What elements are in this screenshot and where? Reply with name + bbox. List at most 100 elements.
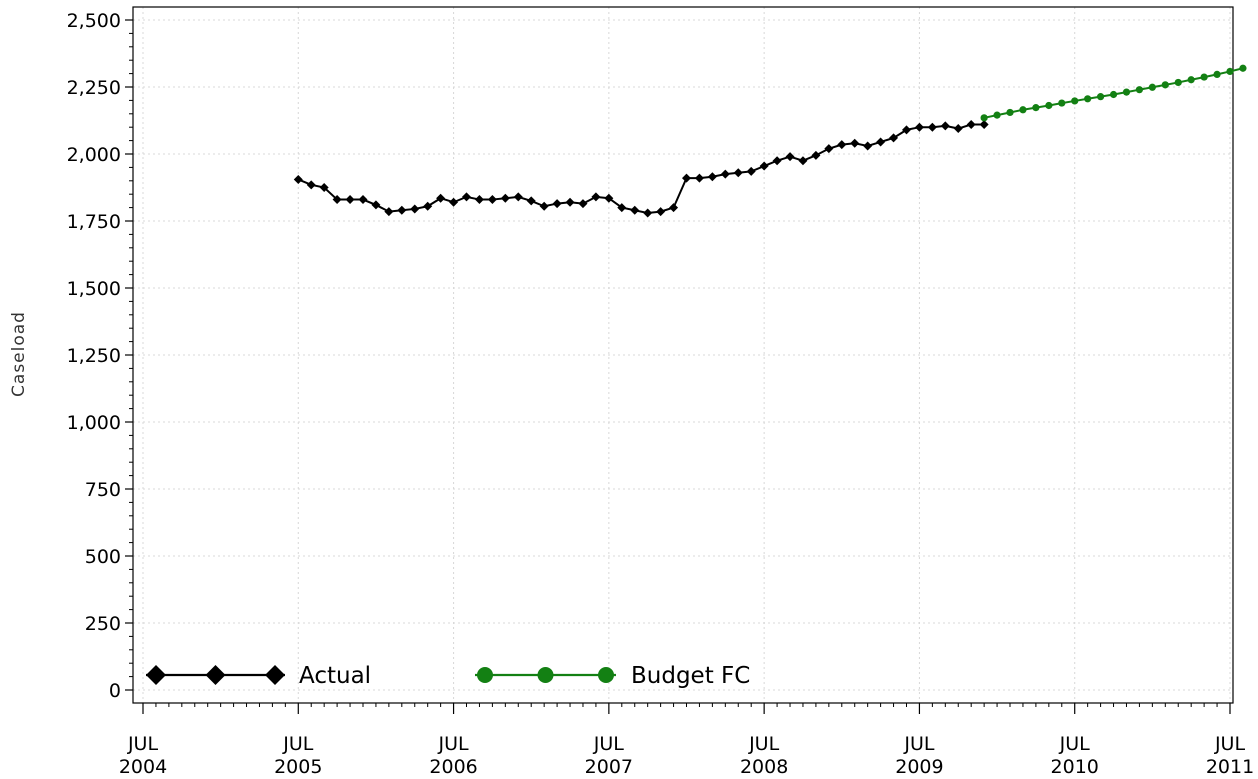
data-point [1187,76,1195,84]
data-point [1045,101,1053,110]
x-tick-year: 2011 [1206,756,1254,778]
data-point [591,192,601,202]
data-point [436,193,446,203]
data-point [733,168,743,178]
x-tick-month: JUL [438,733,470,755]
data-point [423,201,433,211]
data-point [746,166,756,176]
data-point [1174,78,1182,87]
y-axis-label: Caseload [9,311,29,397]
data-point [1058,99,1066,107]
data-point [1084,95,1092,103]
y-tick-label: 2,250 [67,77,121,99]
data-point [1226,67,1234,76]
y-tick-label: 1,750 [67,211,121,233]
data-point [552,199,562,209]
data-point [397,205,407,215]
y-tick-label: 2,500 [67,10,121,32]
y-tick-label: 250 [85,613,121,635]
data-point [889,133,899,143]
y-tick-label: 1,250 [67,345,121,367]
legend-label: Budget FC [631,663,750,689]
data-point [1239,64,1247,72]
data-point [824,144,834,154]
data-point [694,173,704,183]
data-point [656,207,666,217]
series-budget-fc [980,64,1247,122]
data-point [850,138,860,148]
data-point [1122,88,1131,96]
data-point [1161,81,1169,89]
data-point [1135,86,1144,94]
x-tick-month: JUL [903,733,935,755]
data-point [293,174,303,184]
data-point [966,120,976,130]
data-point [617,203,627,213]
data-point [1213,70,1221,79]
data-point [993,111,1001,119]
data-point [785,152,795,162]
x-tick-year: 2009 [895,756,943,778]
legend-marker [598,667,614,683]
data-point [410,204,420,214]
legend-item: Budget FC [475,663,750,689]
series-layer [293,64,1247,218]
data-point [1019,106,1027,114]
data-point [1109,90,1118,99]
data-point [358,195,368,205]
data-point [513,192,523,202]
data-point [539,201,549,211]
data-point [707,172,717,182]
legend-marker [146,665,166,685]
data-point [474,195,484,205]
data-point [811,150,821,160]
data-point [901,125,911,135]
x-axis: JUL2004JUL2005JUL2006JUL2007JUL2008JUL20… [119,703,1254,778]
data-point [526,196,536,206]
data-point [449,197,459,207]
data-point [953,124,963,134]
data-point [630,205,640,215]
data-point [384,207,394,217]
data-point [669,203,679,213]
x-tick-year: 2008 [740,756,788,778]
data-point [979,120,989,130]
series-actual [293,120,989,218]
legend-label: Actual [299,663,371,689]
data-point [306,180,316,190]
legend-marker [205,665,226,685]
data-point [604,193,614,203]
data-point [643,208,653,218]
x-tick-month: JUL [282,733,314,755]
series-line [297,123,985,214]
x-tick-year: 2010 [1051,756,1099,778]
gridlines [133,7,1233,703]
y-tick-label: 2,000 [67,144,121,166]
data-point [371,200,381,210]
data-point [1096,93,1105,101]
x-tick-month: JUL [127,733,159,755]
legend-item: Actual [146,663,371,689]
y-axis: 0 250 500 750 1,000 1,250 1,500 1,750 2,000 2,250… [67,10,133,702]
legend-marker [477,667,493,683]
data-point [759,161,769,171]
data-point [332,195,342,205]
y-tick-label: 500 [85,546,121,568]
y-tick-label: 1,000 [67,412,121,434]
data-point [565,197,575,207]
data-point [798,156,808,166]
y-tick-label: 1,500 [67,278,121,300]
x-tick-month: JUL [1059,733,1091,755]
data-point [462,192,472,202]
data-point [682,173,691,183]
x-tick-year: 2005 [274,756,322,778]
data-point [914,122,924,132]
data-point [772,156,782,166]
data-point [1148,83,1156,91]
data-point [319,183,329,192]
x-tick-year: 2007 [585,756,633,778]
legend: Actual Budget FC [146,663,750,689]
data-point [487,195,497,205]
data-point [1006,108,1014,117]
